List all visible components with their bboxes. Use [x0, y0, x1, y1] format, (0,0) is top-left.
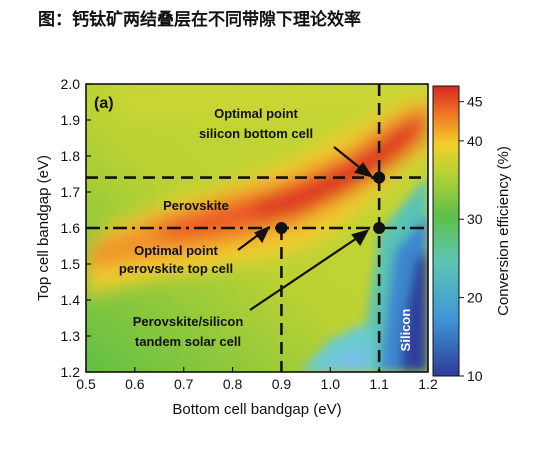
annotation-silicon-bottom-line-1: Optimal point [214, 106, 298, 121]
colorbar [432, 85, 460, 377]
colorbar-tick-label-0: 10 [467, 368, 483, 384]
annotation-tandem-line-2: tandem solar cell [135, 334, 241, 349]
annotation-silicon-region: Silicon [398, 309, 413, 352]
x-axis-ticks: 0.5 0.6 0.7 0.8 0.9 1.0 1.1 1.2 [76, 367, 438, 392]
annotation-silicon-bottom-line-2: silicon bottom cell [199, 126, 313, 141]
annotation-perovskite-top-line-1: Optimal point [134, 243, 218, 258]
data-points [275, 171, 386, 234]
arrow-tandem-head [351, 229, 370, 247]
y-axis-ticks: 1.2 1.3 1.4 1.5 1.6 1.7 1.8 1.9 2.0 [61, 76, 91, 380]
x-tick-label-2: 0.7 [174, 376, 194, 392]
panel-label: (a) [94, 95, 114, 112]
annotation-tandem: Perovskite/silicon tandem solar cell [133, 314, 244, 349]
colorbar-tick-label-3: 40 [467, 133, 483, 149]
annotation-perovskite-top-line-2: perovskite top cell [119, 261, 233, 276]
y-tick-label-7: 1.9 [61, 112, 81, 128]
x-tick-label-5: 1.0 [321, 376, 341, 392]
annotation-perovskite-top: Optimal point perovskite top cell [119, 243, 233, 276]
x-tick-label-7: 1.2 [418, 376, 438, 392]
colorbar-ticks: 10 20 30 40 45 [459, 94, 483, 384]
colorbar-tick-label-4: 45 [467, 94, 483, 110]
arrow-tandem-shaft [249, 235, 361, 311]
data-point-1 [275, 222, 288, 234]
y-tick-label-3: 1.5 [61, 256, 81, 272]
y-tick-label-2: 1.4 [61, 292, 81, 308]
annotation-arrows [237, 146, 374, 311]
arrow-perovskite-top-head [254, 225, 271, 244]
annotation-perovskite-region: Perovskite [163, 198, 229, 213]
x-tick-label-1: 0.6 [125, 376, 145, 392]
y-axis-title: Top cell bandgap (eV) [35, 155, 52, 301]
y-tick-label-6: 1.8 [61, 148, 81, 164]
y-tick-label-8: 2.0 [61, 76, 81, 92]
colorbar-tick-label-2: 30 [467, 211, 483, 227]
y-tick-label-0: 1.2 [61, 364, 81, 380]
x-tick-label-4: 0.9 [272, 376, 292, 392]
x-tick-label-0: 0.5 [76, 376, 96, 392]
annotation-silicon-bottom: Optimal point silicon bottom cell [199, 106, 313, 141]
data-point-2 [373, 222, 386, 234]
y-tick-label-1: 1.3 [61, 328, 81, 344]
data-point-0 [373, 171, 386, 184]
annotation-tandem-line-1: Perovskite/silicon [133, 314, 244, 329]
x-tick-label-6: 1.1 [369, 376, 389, 392]
x-axis-title: Bottom cell bandgap (eV) [172, 401, 341, 418]
figure-caption: 图：钙钛矿两结叠层在不同带隙下理论效率 [38, 10, 361, 30]
colorbar-title: Conversion efficiency (%) [495, 146, 512, 316]
arrow-silicon-bottom-head [354, 162, 374, 178]
x-tick-label-3: 0.8 [223, 376, 243, 392]
y-tick-label-4: 1.6 [61, 220, 81, 236]
colorbar-tick-label-1: 20 [467, 290, 483, 306]
y-tick-label-5: 1.7 [61, 184, 81, 200]
